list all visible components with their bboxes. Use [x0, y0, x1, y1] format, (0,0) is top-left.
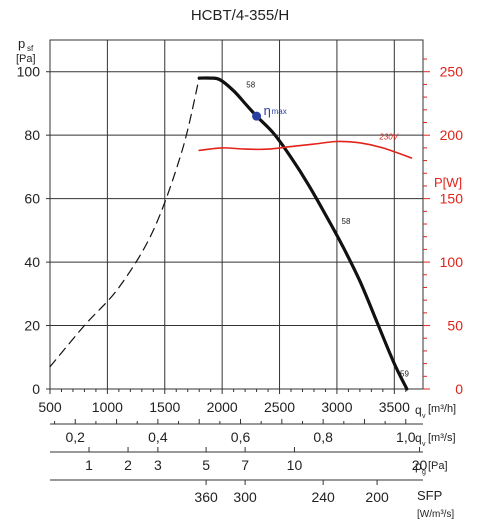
- eta-label: η: [264, 103, 271, 118]
- y-tick-label: 80: [24, 127, 40, 143]
- y-axis-label-main: p: [18, 36, 25, 51]
- grid-lines: [49, 40, 423, 390]
- qvs-tick-labels: 0,2 0,4 0,6 0,8 1,0: [54, 419, 416, 445]
- sfp-axis-unit: [W/m³/s]: [417, 509, 454, 520]
- power-tick-label: 250: [440, 64, 464, 80]
- power-tick-labels: 0 50 100 150 200 250: [423, 58, 464, 397]
- sfp-tick-label: 200: [365, 489, 389, 505]
- curve-label: 58: [342, 217, 351, 226]
- unstable-region-curve: [49, 77, 200, 368]
- power-tick-label: 100: [440, 254, 464, 270]
- x-tick-label: 2000: [207, 399, 238, 415]
- pg-tick-label: 5: [202, 457, 210, 473]
- x-tick-label: 3500: [379, 399, 410, 415]
- pg-tick-label: 1: [85, 457, 93, 473]
- sfp-tick-label: 300: [233, 489, 257, 505]
- qvs-tick-label: 0,8: [313, 429, 333, 445]
- pg-axis-unit: [Pa]: [428, 460, 448, 472]
- x-tick-label: 500: [38, 399, 62, 415]
- power-tick-label: 150: [440, 191, 464, 207]
- y-tick-label: 60: [24, 191, 40, 207]
- curves: [49, 76, 413, 391]
- qvs-axis-label-main: q: [415, 431, 422, 445]
- pg-axis-label-main: p: [415, 459, 422, 473]
- pg-tick-label: 3: [154, 457, 162, 473]
- y-tick-label: 0: [32, 381, 40, 397]
- curve-label: 58: [246, 81, 255, 90]
- pg-tick-label: 10: [287, 457, 303, 473]
- sfp-axis-label: SFP: [417, 488, 442, 503]
- y-axis-unit: [Pa]: [16, 53, 36, 65]
- qvs-axis-unit: [m³/s]: [428, 432, 456, 444]
- x-tick-label: 2500: [264, 399, 295, 415]
- pressure-curve: [197, 76, 409, 391]
- power-curve: [198, 140, 413, 159]
- qvs-tick-label: 0,2: [66, 429, 86, 445]
- pg-tick-label: 7: [241, 457, 249, 473]
- qvs-tick-label: 1,0: [396, 429, 416, 445]
- pg-tick-labels: 1 2 3 5 7 10 20: [85, 447, 428, 473]
- x-tick-labels: 500 1000 1500 2000 2500 3000 3500: [38, 389, 410, 415]
- x-tick-label: 1500: [149, 399, 180, 415]
- y-axis-label-sub: sf: [27, 44, 34, 53]
- qv-axis-label-sub: v: [422, 413, 426, 420]
- y-tick-label: 20: [24, 318, 40, 334]
- y-tick-label: 100: [17, 64, 41, 80]
- pg-tick-label: 2: [124, 457, 132, 473]
- sfp-tick-labels: 360 300 240 200: [194, 480, 389, 505]
- power-axis-label: P[W]: [434, 175, 462, 190]
- power-tick-label: 0: [455, 381, 463, 397]
- sfp-tick-label: 360: [194, 489, 218, 505]
- eta-label-sub: max: [272, 107, 287, 116]
- x-tick-label: 3000: [321, 399, 352, 415]
- chart-title: HCBT/4-355/H: [191, 7, 289, 24]
- eta-max-point: [252, 111, 262, 121]
- y-tick-label: 40: [24, 254, 40, 270]
- power-tick-label: 50: [447, 318, 463, 334]
- sfp-tick-label: 240: [311, 489, 335, 505]
- qv-axis-unit: [m³/h]: [428, 403, 456, 415]
- pg-tick-label: 20: [412, 457, 428, 473]
- x-tick-label: 1000: [92, 399, 123, 415]
- qvs-tick-label: 0,6: [231, 429, 251, 445]
- motor-voltage-label: 230V: [378, 133, 398, 142]
- y-tick-labels: 0 20 40 60 80 100: [17, 64, 50, 397]
- curve-label: 59: [400, 369, 409, 378]
- power-tick-label: 200: [440, 127, 464, 143]
- pg-axis-label-sub: g: [422, 469, 426, 476]
- curve-labels: 58 58 59: [246, 81, 409, 379]
- qv-axis-label-main: q: [415, 403, 422, 417]
- qvs-tick-label: 0,4: [148, 429, 168, 445]
- qvs-axis-label-sub: v: [422, 441, 426, 448]
